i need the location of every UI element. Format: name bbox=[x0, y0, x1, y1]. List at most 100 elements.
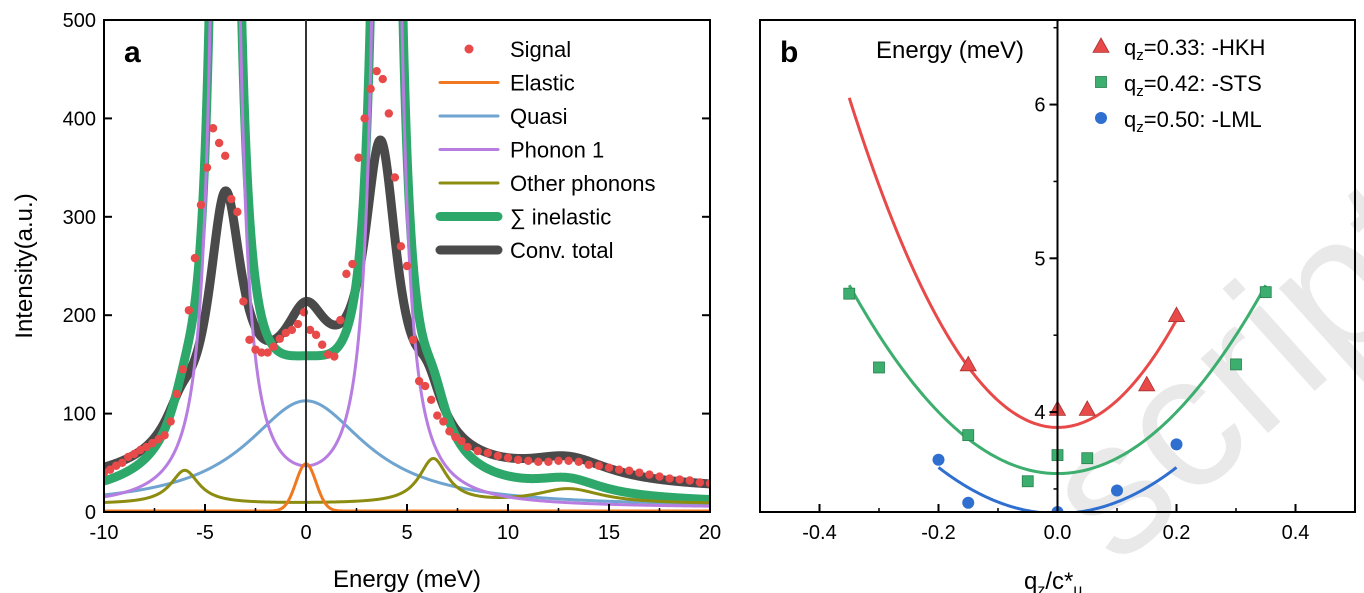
panel-b-x-tick-label: -0.2 bbox=[921, 522, 955, 544]
signal-point bbox=[372, 66, 381, 76]
data-point-square bbox=[1021, 475, 1034, 488]
data-point-square bbox=[962, 429, 975, 442]
legend-q-subscript: z bbox=[1136, 83, 1144, 100]
signal-point bbox=[420, 381, 430, 391]
signal-point bbox=[390, 173, 400, 182]
signal-point bbox=[396, 242, 406, 251]
panel-b-x-title-sub: z bbox=[1037, 582, 1045, 593]
legend-label-square: qz=0.42: -STS bbox=[1124, 71, 1262, 100]
legend-label: Conv. total bbox=[510, 238, 614, 263]
signal-point bbox=[293, 319, 303, 329]
signal-point bbox=[457, 436, 466, 446]
signal-point bbox=[402, 261, 412, 271]
legend-q-letter: q bbox=[1124, 35, 1136, 60]
panel-a-legend: Signal Elastic Quasi Phonon 1 Other phonons ∑… bbox=[435, 37, 656, 263]
data-point-square bbox=[1230, 358, 1242, 371]
signal-point bbox=[227, 194, 236, 204]
signal-point bbox=[366, 84, 375, 94]
signal-point bbox=[408, 335, 418, 344]
signal-point bbox=[178, 365, 187, 374]
signal-point bbox=[445, 427, 454, 436]
legend-q-subscript: z bbox=[1136, 119, 1144, 136]
panel-b: -0.4 -0.2 0.0 0.2 0.4 456 b Energy (meV) qz/… bbox=[759, 19, 1356, 593]
panel-b-x-title-q: q bbox=[1024, 568, 1037, 593]
signal-point bbox=[148, 438, 157, 448]
signal-point bbox=[604, 463, 614, 472]
panel-a-x-tick-label: 10 bbox=[497, 522, 519, 544]
signal-point bbox=[154, 434, 163, 444]
data-point-circle bbox=[962, 496, 975, 509]
panel-a-x-tick-label: 0 bbox=[300, 522, 311, 544]
panel-b-y-ticks: 4 5 6 bbox=[1034, 26, 1058, 490]
data-point-triangle bbox=[959, 355, 977, 372]
panel-a-x-tick-label: 15 bbox=[598, 522, 620, 544]
signal-point bbox=[208, 124, 218, 133]
signal-point bbox=[348, 259, 357, 269]
panel-a-y-tick-label: 0 bbox=[85, 502, 96, 524]
signal-point bbox=[635, 468, 644, 477]
legend-series-text: =0.33: -HKH bbox=[1144, 35, 1266, 60]
signal-point bbox=[503, 453, 513, 463]
data-point-square bbox=[873, 361, 885, 374]
signal-point bbox=[625, 466, 634, 475]
data-point-triangle bbox=[1167, 306, 1186, 323]
legend-marker-square bbox=[1095, 76, 1107, 88]
signal-point bbox=[172, 389, 181, 399]
signal-point bbox=[433, 411, 442, 420]
panel-b-x-axis-title: qz/c*u bbox=[1024, 568, 1082, 593]
signal-point bbox=[160, 431, 169, 440]
signal-point bbox=[564, 456, 573, 466]
signal-point bbox=[117, 458, 127, 467]
signal-point bbox=[483, 448, 492, 458]
signal-point bbox=[675, 475, 684, 484]
series-line-other-phonons bbox=[104, 456, 710, 505]
signal-point bbox=[166, 417, 175, 426]
panel-b-x-title-sub2: u bbox=[1073, 582, 1082, 593]
panel-b-y-tick-label: 4 bbox=[1034, 402, 1045, 424]
data-point-circle bbox=[1170, 438, 1183, 451]
signal-point bbox=[336, 315, 345, 325]
signal-point bbox=[665, 474, 674, 483]
panel-a-x-tick-label: 5 bbox=[401, 522, 412, 544]
legend-label: Quasi bbox=[510, 104, 567, 129]
legend-label-circle: qz=0.50: -LML bbox=[1124, 107, 1262, 136]
signal-point bbox=[534, 457, 543, 467]
signal-point bbox=[614, 465, 624, 474]
panel-a-x-tick-label: 20 bbox=[699, 522, 721, 544]
legend-marker-triangle bbox=[1092, 37, 1110, 53]
signal-point bbox=[427, 395, 436, 405]
signal-point bbox=[287, 325, 297, 335]
legend-label: Phonon 1 bbox=[510, 138, 604, 163]
panel-a-y-tick-label: 400 bbox=[63, 108, 96, 130]
panel-a: -10 -5 0 5 10 15 20 0 100 200 300 400 500 a Energy … bbox=[11, 10, 721, 593]
legend-label: Elastic bbox=[510, 71, 575, 96]
signal-point bbox=[685, 476, 694, 485]
panel-a-label: a bbox=[124, 36, 141, 69]
panel-a-x-axis-title: Energy (meV) bbox=[333, 566, 481, 593]
signal-point bbox=[574, 457, 583, 467]
fit-curve-circle bbox=[937, 466, 1178, 512]
signal-point bbox=[317, 340, 327, 349]
signal-point bbox=[655, 472, 664, 481]
legend-q-subscript: z bbox=[1136, 47, 1144, 64]
data-point-triangle bbox=[1138, 375, 1156, 392]
panel-b-x-tick-label: 0.4 bbox=[1282, 522, 1310, 544]
signal-point bbox=[473, 446, 482, 456]
panel-a-x-ticks: -10 -5 0 5 10 15 20 bbox=[90, 504, 721, 544]
panel-b-x-tick-label: 0.2 bbox=[1163, 522, 1191, 544]
signal-point bbox=[451, 433, 460, 442]
signal-point bbox=[245, 335, 254, 344]
panel-b-label: b bbox=[780, 36, 798, 69]
signal-point bbox=[524, 456, 533, 466]
panel-a-y-tick-label: 100 bbox=[63, 404, 96, 426]
legend-marker-circle bbox=[1095, 112, 1107, 124]
signal-point bbox=[239, 297, 248, 306]
signal-point bbox=[275, 334, 284, 344]
legend-q-letter: q bbox=[1124, 107, 1136, 132]
legend-label: Signal bbox=[510, 37, 571, 62]
signal-point bbox=[513, 455, 523, 465]
signal-point bbox=[311, 330, 321, 340]
legend-q-letter: q bbox=[1124, 71, 1136, 96]
signal-point bbox=[342, 269, 351, 279]
signal-point bbox=[257, 348, 266, 357]
